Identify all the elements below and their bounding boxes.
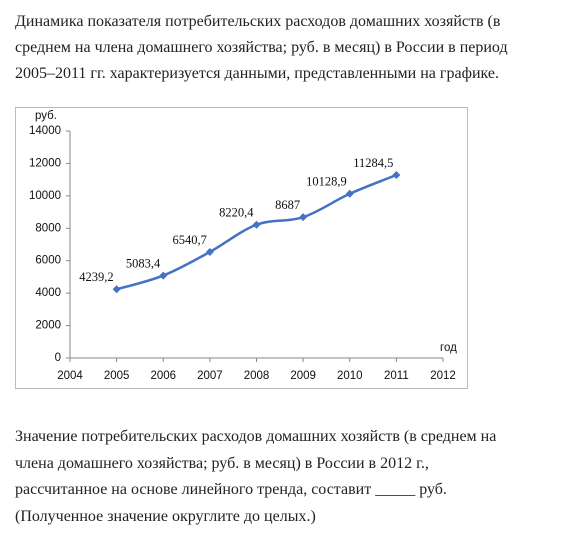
data-point	[159, 271, 168, 280]
y-tick-label: 6000	[35, 255, 61, 267]
data-label: 6540,7	[173, 233, 207, 247]
x-tick-label: 2008	[244, 370, 270, 382]
x-axis-label: год	[440, 342, 457, 354]
question-line: рассчитанное на основе линейного тренда,…	[15, 481, 447, 498]
data-label: 11284,5	[353, 156, 393, 170]
x-tick-label: 2005	[104, 370, 130, 382]
data-label: 10128,9	[306, 175, 347, 189]
data-point	[252, 220, 261, 229]
question-line: (Полученное значение округлите до целых.…	[15, 507, 316, 525]
data-point	[299, 213, 308, 222]
x-tick-label: 2010	[337, 370, 363, 382]
data-label: 4239,2	[79, 270, 113, 284]
y-axis-label: руб.	[35, 110, 57, 122]
x-tick-label: 2011	[384, 370, 409, 382]
x-tick-label: 2007	[197, 370, 223, 382]
intro-line: 2005–2011 гг. характеризуется данными, п…	[15, 65, 499, 82]
x-tick-label: 2004	[57, 370, 83, 382]
data-point	[345, 189, 354, 198]
y-tick-label: 0	[55, 352, 61, 364]
data-label: 5083,4	[126, 256, 161, 270]
x-tick-label: 2012	[430, 370, 456, 382]
data-point	[205, 247, 214, 256]
x-tick-label: 2006	[150, 370, 176, 382]
y-tick-label: 2000	[35, 320, 61, 332]
y-tick-label: 4000	[35, 287, 61, 299]
question-line: члена домашнего хозяйства; руб. в месяц)…	[15, 454, 429, 472]
data-label: 8220,4	[219, 206, 254, 220]
intro-line: среднем на члена домашнего хозяйства; ру…	[15, 39, 508, 56]
question-line: Значение потребительских расходов домашн…	[15, 428, 497, 445]
data-point	[392, 171, 401, 180]
x-tick-label: 2009	[290, 370, 316, 382]
intro-line: Динамика показателя потребительских расх…	[15, 13, 501, 30]
y-tick-label: 14000	[29, 125, 61, 137]
chart-frame	[15, 107, 468, 389]
y-tick-label: 12000	[29, 157, 61, 169]
data-line	[116, 173, 397, 291]
data-point	[112, 285, 121, 294]
data-label: 8687	[275, 198, 300, 212]
y-tick-label: 10000	[29, 190, 61, 202]
y-tick-label: 8000	[35, 222, 61, 234]
